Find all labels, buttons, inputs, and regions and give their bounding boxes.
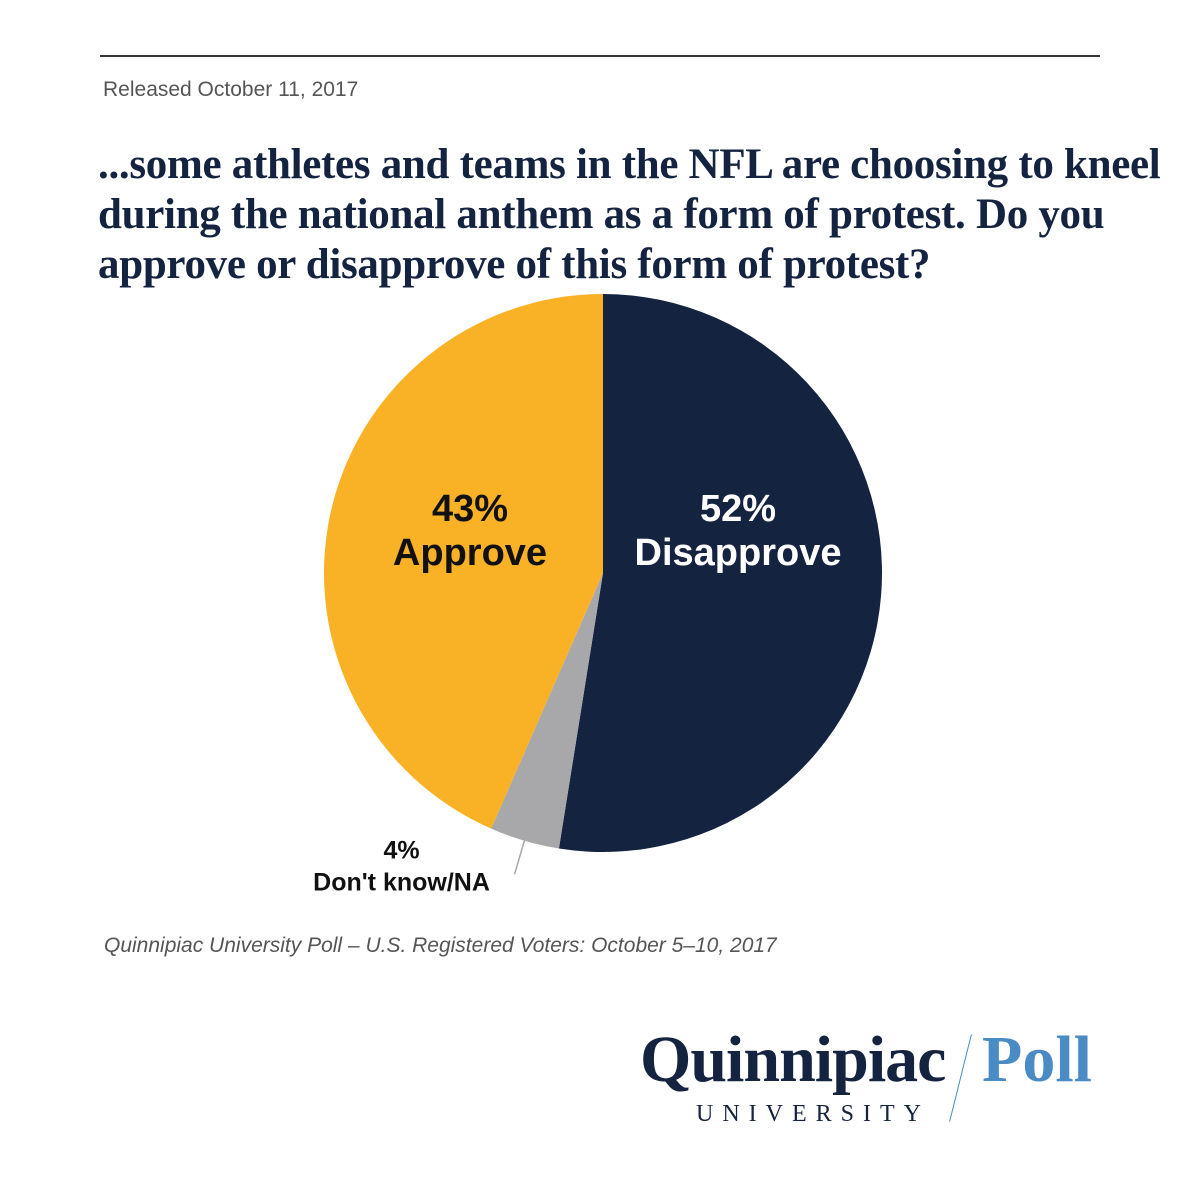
pie-slice-approve [324,294,603,829]
source-note: Quinnipiac University Poll – U.S. Regist… [104,934,777,957]
top-rule [100,55,1100,57]
data-label-don-t-know-na-name: Don't know/NA [313,868,490,896]
logo-poll: Poll [982,1023,1092,1096]
question-title: ...some athletes and teams in the NFL ar… [98,140,1161,290]
question-line-1: ...some athletes and teams in the NFL ar… [98,141,1161,188]
data-label-disapprove-name: Disapprove [635,532,842,574]
data-label-don-t-know-na-value: 4% [383,836,419,864]
release-date: Released October 11, 2017 [103,78,359,101]
pie-slice-disapprove [558,294,882,852]
logo-slash [949,1034,972,1122]
pie-slice-don-t-know-na [491,573,603,849]
question-line-2: during the national anthem as a form of … [98,191,1105,238]
logo-name: Quinnipiac [640,1023,946,1096]
quinnipiac-poll-logo: Quinnipiac Poll UNIVERSITY [640,1025,1110,1135]
data-label-approve-name: Approve [393,532,547,574]
leader-line-don-t-know-na [513,836,527,875]
data-label-approve-value: 43% [432,488,508,530]
logo-university: UNIVERSITY [696,1101,930,1127]
data-label-disapprove-value: 52% [700,488,776,530]
question-line-3: approve or disapprove of this form of pr… [98,241,931,288]
